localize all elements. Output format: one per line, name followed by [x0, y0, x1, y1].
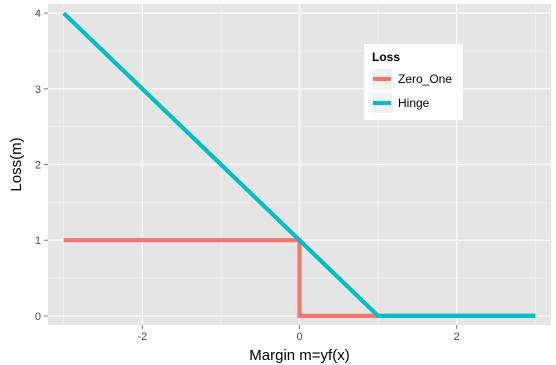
legend-label: Hinge — [398, 96, 430, 110]
y-tick-label: 3 — [35, 84, 41, 96]
axis-ticks — [44, 12, 458, 329]
axis-tick-labels: -2 0 2 0 1 2 3 4 — [35, 8, 460, 343]
y-tick-label: 2 — [35, 160, 41, 172]
series-line-hinge — [62, 11, 536, 318]
x-tick-label: 0 — [296, 331, 302, 343]
legend-label: Zero_One — [398, 72, 452, 86]
legend-entries: Zero_One Hinge — [372, 69, 452, 113]
x-axis-title: Margin m=yf(x) — [249, 347, 349, 364]
legend-title: Loss — [372, 50, 400, 64]
y-axis-title: Loss(m) — [8, 137, 25, 191]
y-tick-label: 4 — [35, 8, 41, 20]
y-tick-label: 1 — [35, 235, 41, 247]
y-tick-label: 0 — [35, 311, 41, 323]
series-lines — [62, 11, 536, 318]
legend: Loss Zero_One Hinge — [364, 44, 463, 120]
x-tick-label: -2 — [137, 331, 147, 343]
x-tick-label: 2 — [454, 331, 460, 343]
